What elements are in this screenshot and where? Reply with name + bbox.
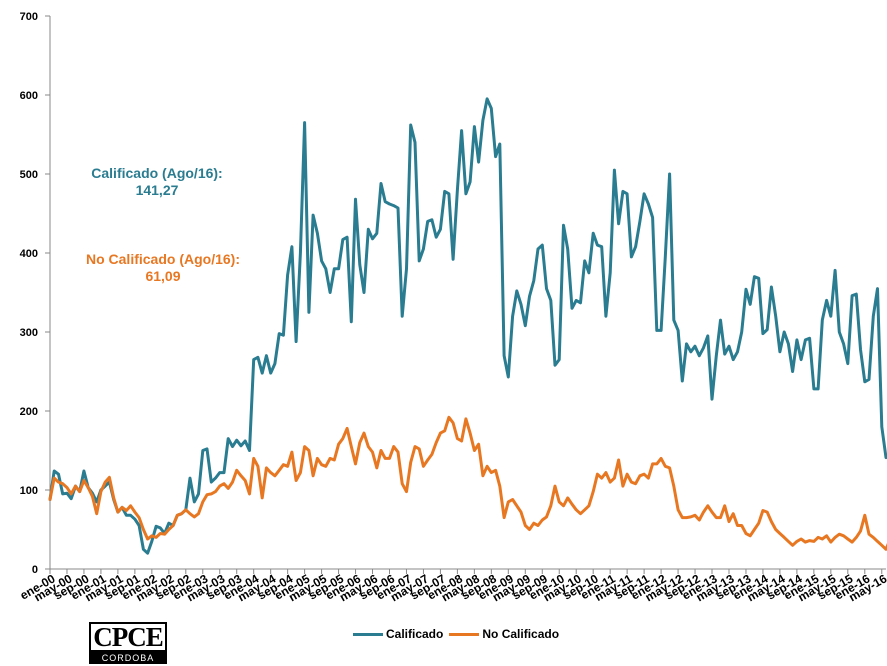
y-tick-label: 100 <box>20 485 38 497</box>
series-line-calificado <box>48 97 887 555</box>
y-axis: 0 100 200 300 400 500 600 700 <box>20 11 51 576</box>
legend-swatch-calificado <box>353 632 383 636</box>
cpce-logo: CPCE CORDOBA <box>89 622 167 664</box>
y-tick-label: 300 <box>20 327 38 339</box>
logo-main-text: CPCE <box>89 622 167 652</box>
y-tick-label: 700 <box>20 11 38 23</box>
chart-legend: Calificado No Calificado <box>353 625 565 643</box>
legend-label-calificado: Calificado <box>386 627 444 641</box>
y-tick-label: 500 <box>20 169 38 181</box>
no-calificado-annotation: No Calificado (Ago/16): 61,09 <box>66 251 260 285</box>
legend-swatch-no-calificado <box>449 632 480 636</box>
legend-label-no-calificado: No Calificado <box>482 627 560 641</box>
no-calificado-annotation-value: 61,09 <box>145 268 181 284</box>
logo-sub-text: CORDOBA <box>89 652 167 664</box>
y-tick-label: 200 <box>20 406 38 418</box>
calificado-annotation-value: 141,27 <box>135 182 179 198</box>
calificado-annotation: Calificado (Ago/16): 141,27 <box>72 165 242 199</box>
y-tick-label: 0 <box>32 564 38 576</box>
y-tick-label: 400 <box>20 248 38 260</box>
x-axis: ene-00may-00sep-00ene-01may-01sep-01ene-… <box>18 568 887 604</box>
y-tick-label: 600 <box>20 90 38 102</box>
legend-item-no-calificado: No Calificado <box>449 627 559 641</box>
series-line-no-calificado <box>48 415 887 551</box>
legend-item-calificado: Calificado <box>353 627 443 641</box>
no-calificado-annotation-label: No Calificado (Ago/16): <box>85 251 240 267</box>
calificado-annotation-label: Calificado (Ago/16): <box>91 165 223 181</box>
series-layer <box>48 97 887 555</box>
